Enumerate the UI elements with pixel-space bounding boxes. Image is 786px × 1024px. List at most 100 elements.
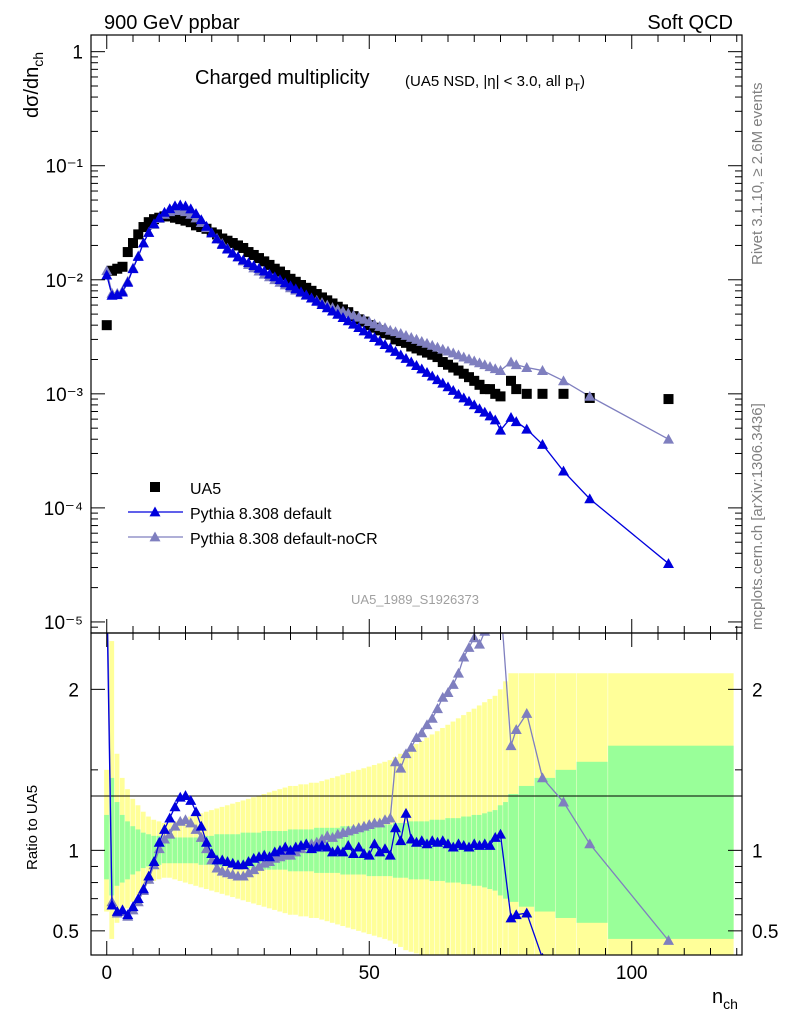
- band-inner: [104, 814, 109, 880]
- marker-nocr: [558, 375, 569, 386]
- marker-default: [285, 280, 296, 291]
- data-point-ua5: [254, 253, 264, 264]
- marker-default: [111, 289, 123, 300]
- data-point-ua5: [485, 384, 495, 395]
- band-inner: [608, 745, 734, 939]
- ratio-marker-default: [127, 901, 139, 912]
- band-inner: [125, 821, 130, 880]
- ratio-marker-default: [274, 844, 286, 855]
- ratio-marker-default: [489, 831, 501, 842]
- y-tick-label: 10⁻⁴: [44, 499, 83, 520]
- band-inner: [576, 761, 608, 923]
- marker-default: [117, 286, 128, 297]
- ratio-marker-default: [206, 848, 218, 858]
- data-point-ua5: [469, 375, 480, 386]
- marker-default: [584, 493, 596, 504]
- ratio-marker-nocr: [405, 741, 417, 752]
- data-point-ua5: [458, 368, 469, 379]
- y-tick-label: 10⁻¹: [46, 157, 84, 178]
- main-ylabel-text: dσ/dn: [21, 67, 43, 118]
- data-point-ua5: [180, 215, 191, 226]
- data-point-ua5: [133, 229, 144, 240]
- data-point-ua5: [112, 263, 123, 274]
- data-point-ua5: [122, 247, 133, 258]
- ratio-marker-default: [243, 856, 254, 867]
- data-point-ua5: [285, 273, 296, 284]
- data-point-ua5: [437, 357, 448, 368]
- marker-default: [374, 335, 386, 346]
- ratio-marker-default: [337, 846, 349, 857]
- data-point-ua5: [243, 247, 254, 258]
- band-inner: [508, 794, 519, 902]
- band-inner: [303, 829, 309, 872]
- data-point-ua5: [238, 242, 249, 253]
- band-inner: [140, 832, 146, 869]
- ratio-marker-default: [190, 806, 202, 817]
- data-point-ua5: [464, 372, 474, 383]
- ratio-marker-nocr: [584, 838, 596, 849]
- marker-default: [327, 305, 338, 316]
- marker-default: [316, 299, 328, 309]
- marker-default: [143, 226, 155, 237]
- marker-default: [358, 325, 370, 336]
- main-data-layer: [101, 199, 674, 568]
- x-tick-label: 100: [616, 963, 648, 984]
- marker-default: [432, 374, 443, 385]
- ratio-marker-default: [348, 848, 359, 858]
- ratio-marker-default: [484, 840, 496, 850]
- main-subtitle-sub: T: [573, 82, 580, 94]
- band-inner: [476, 814, 482, 886]
- legend: UA5 Pythia 8.308 default Pythia 8.308 defa…: [128, 481, 378, 548]
- marker-default: [521, 423, 533, 434]
- x-tick-label: 50: [359, 963, 380, 984]
- marker-default: [411, 360, 422, 370]
- data-point-ua5: [479, 384, 490, 395]
- ratio-marker-default: [405, 833, 417, 844]
- data-point-ua5: [311, 289, 322, 300]
- marker-default: [663, 558, 674, 568]
- marker-default: [489, 414, 501, 425]
- marker-default: [185, 203, 197, 214]
- marker-nocr: [510, 359, 522, 370]
- band-inner: [109, 777, 115, 896]
- marker-default: [369, 332, 380, 343]
- marker-default: [332, 308, 344, 319]
- data-point-ua5: [521, 388, 532, 399]
- ratio-marker-default: [416, 835, 428, 846]
- main-ylabel-sub: ch: [30, 52, 46, 67]
- ratio-marker-default: [159, 823, 170, 834]
- main-panel: 10⁻⁵ 10⁻⁴ 10⁻³ 10⁻² 10⁻¹ 1 Charged multiplici…: [21, 34, 743, 634]
- band-inner: [534, 777, 556, 912]
- ratio-marker-nocr: [395, 762, 407, 773]
- ratio-axes: 0.5 0.5 1 1 2 2 0 50 100: [53, 633, 778, 984]
- ratio-xlabel-sub: ch: [723, 996, 738, 1012]
- marker-default: [537, 438, 548, 449]
- marker-default: [353, 322, 365, 332]
- marker-default: [468, 399, 480, 410]
- marker-nocr: [663, 433, 674, 444]
- ratio-y-tick-label-right: 2: [752, 680, 763, 701]
- band-inner: [167, 837, 172, 864]
- ratio-marker-nocr: [458, 651, 470, 662]
- ratio-series-group: [106, 633, 674, 955]
- data-point-ua5: [264, 259, 275, 270]
- data-point-ua5: [411, 343, 422, 354]
- ratio-marker-default: [442, 838, 454, 849]
- marker-default: [190, 208, 202, 219]
- marker-default: [337, 312, 349, 323]
- band-inner: [408, 821, 414, 880]
- ratio-marker-nocr: [537, 772, 548, 783]
- ratio-marker-default: [132, 893, 144, 904]
- uncertainty-bands: [104, 641, 734, 955]
- marker-nocr: [495, 365, 506, 375]
- marker-default: [442, 381, 454, 392]
- ratio-marker-nocr: [180, 814, 191, 825]
- ratio-marker-default: [374, 846, 386, 857]
- ratio-marker-nocr: [432, 703, 443, 714]
- band-inner: [461, 816, 466, 885]
- ratio-marker-default: [447, 841, 459, 852]
- marker-default: [216, 238, 228, 249]
- marker-default: [384, 342, 396, 353]
- band-inner: [235, 834, 241, 867]
